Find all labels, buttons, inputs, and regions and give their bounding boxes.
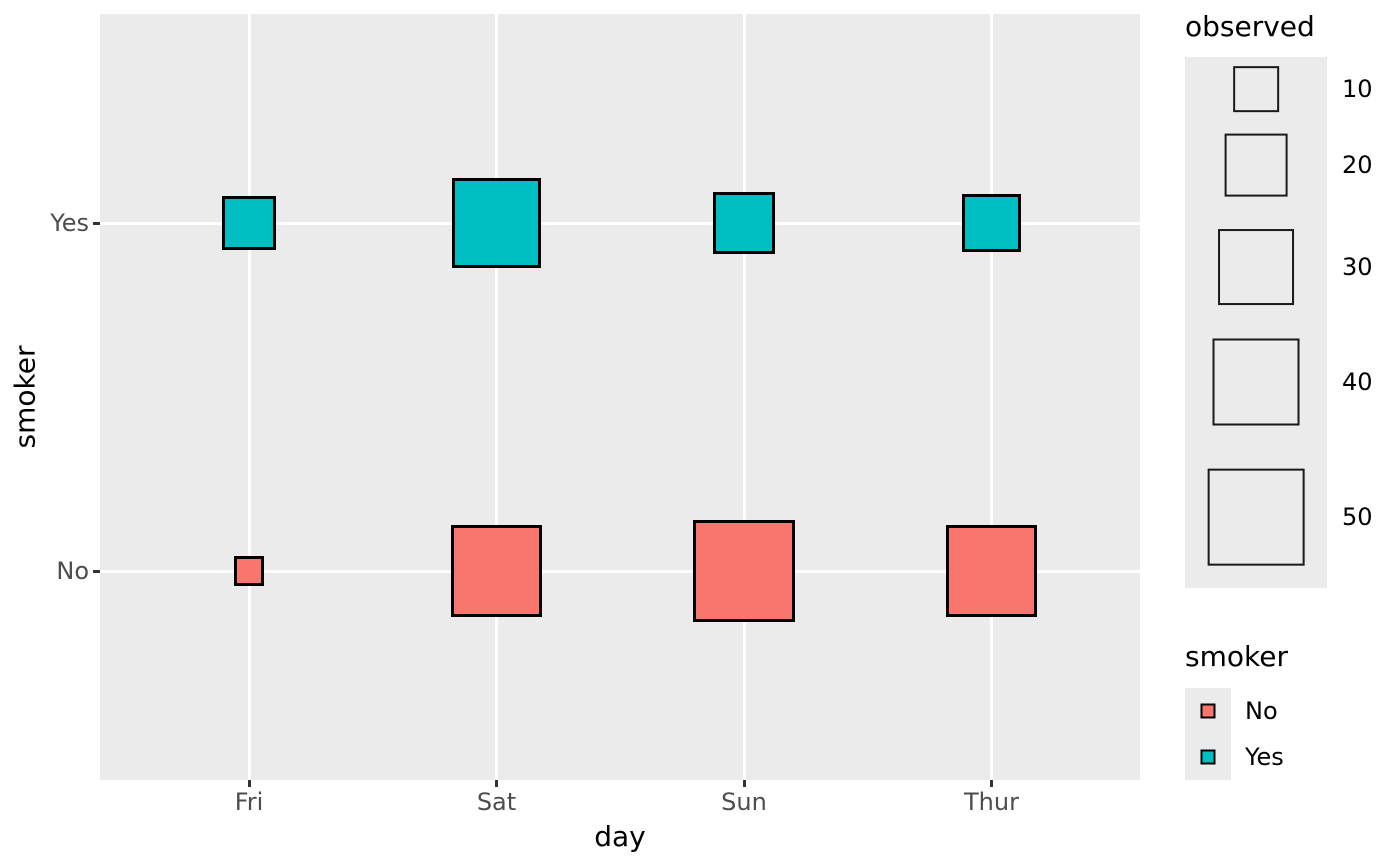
- color-legend-title: smoker: [1185, 640, 1288, 673]
- count-square: [221, 195, 277, 251]
- color-legend-key: [1185, 734, 1231, 780]
- size-legend-key: [1218, 229, 1294, 305]
- size-legend-label: 40: [1342, 368, 1373, 396]
- count-square: [450, 525, 543, 617]
- size-legend-key: [1233, 66, 1279, 112]
- y-axis-title: smoker: [8, 345, 42, 449]
- plot-panel: [100, 14, 1140, 780]
- x-axis-tick: [247, 780, 251, 787]
- count-square: [962, 193, 1021, 253]
- size-legend-key: [1224, 133, 1288, 197]
- size-legend-title: observed: [1185, 10, 1315, 43]
- x-axis-tick: [742, 780, 746, 787]
- x-tick-label: Thur: [964, 788, 1019, 816]
- y-tick-label: No: [56, 557, 89, 585]
- x-tick-label: Sat: [476, 788, 517, 816]
- x-tick-label: Sun: [721, 788, 767, 816]
- major-gridline-vertical: [495, 14, 498, 780]
- size-legend: [1185, 57, 1327, 588]
- size-legend-label: 10: [1342, 75, 1373, 103]
- count-square: [233, 555, 265, 587]
- count-square: [713, 192, 775, 254]
- color-legend-swatch: [1200, 749, 1216, 765]
- major-gridline-vertical: [990, 14, 993, 780]
- y-axis-tick: [93, 221, 100, 225]
- x-axis-tick: [495, 780, 498, 787]
- size-legend-key: [1207, 468, 1305, 566]
- major-gridline-vertical: [742, 14, 746, 780]
- size-legend-label: 20: [1342, 151, 1373, 179]
- y-tick-label: Yes: [50, 209, 89, 237]
- y-axis-tick: [93, 569, 100, 573]
- x-tick-label: Fri: [234, 788, 264, 816]
- major-gridline-horizontal: [100, 569, 1140, 573]
- count-square: [692, 519, 796, 623]
- color-legend-key: [1185, 688, 1231, 734]
- x-axis-tick: [990, 780, 993, 787]
- color-legend-label: Yes: [1245, 743, 1284, 771]
- count-square: [451, 178, 541, 268]
- x-axis-title: day: [594, 820, 646, 853]
- color-legend-swatch: [1200, 703, 1216, 719]
- color-legend-label: No: [1245, 697, 1278, 725]
- size-legend-key: [1212, 338, 1300, 426]
- major-gridline-horizontal: [100, 221, 1140, 225]
- count-square: [945, 525, 1038, 617]
- major-gridline-vertical: [247, 14, 251, 780]
- size-legend-label: 30: [1342, 253, 1373, 281]
- size-legend-label: 50: [1342, 503, 1373, 531]
